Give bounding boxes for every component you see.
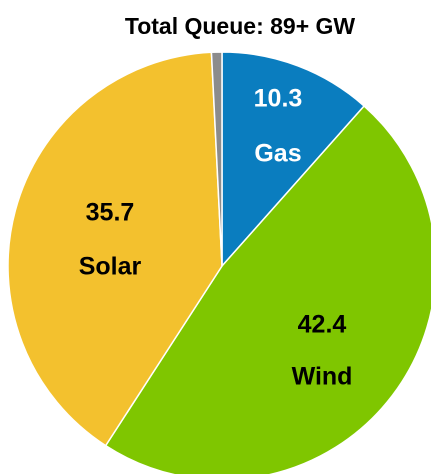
- category-label: Solar: [79, 253, 142, 281]
- pie-slice: [104, 104, 431, 474]
- chart-title: Total Queue: 89+ GW: [125, 13, 356, 39]
- pie-slice: [7, 51, 223, 447]
- value-label: 42.4: [298, 311, 347, 339]
- pie-slice: [221, 51, 366, 268]
- category-label: Gas: [254, 140, 301, 168]
- value-label: 35.7: [86, 199, 135, 227]
- pie-slice: [210, 51, 223, 267]
- category-label: Wind: [292, 363, 353, 391]
- value-label: 10.3: [254, 85, 303, 113]
